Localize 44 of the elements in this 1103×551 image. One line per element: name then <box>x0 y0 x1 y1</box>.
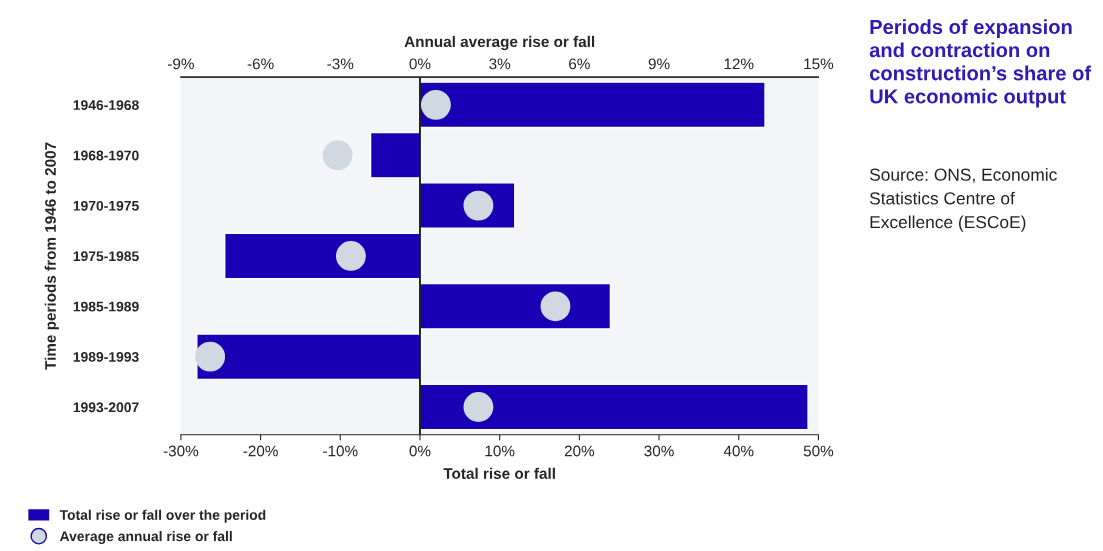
x2-tick-label: -3% <box>327 58 354 70</box>
x-tick-label: 50% <box>803 445 834 457</box>
x2-tick-label: 6% <box>569 58 590 70</box>
x-tick-label: 20% <box>564 445 595 457</box>
point <box>335 241 366 271</box>
point <box>322 140 353 171</box>
y-tick-label: 1993-2007 <box>73 402 139 413</box>
bar <box>419 81 766 129</box>
bar <box>369 131 421 179</box>
x2-tick-label: -6% <box>247 58 274 70</box>
bar <box>196 333 421 381</box>
x-axis-title: Total rise or fall <box>443 467 555 479</box>
x-tick-label: 30% <box>644 445 674 457</box>
x-tick-label: 0% <box>409 445 431 457</box>
x-tick-label: 10% <box>485 445 515 457</box>
y-tick-label: 1989-1993 <box>73 352 139 362</box>
x-tick-label: -20% <box>243 445 278 457</box>
x2-axis-title: Annual average rise or fall <box>404 35 595 51</box>
x2-tick-label: 12% <box>724 58 754 70</box>
y-tick-label: 1968-1970 <box>73 150 139 161</box>
point <box>540 291 571 322</box>
legend-label: Total rise or fall over the period <box>59 509 266 523</box>
bar <box>224 232 421 280</box>
x-tick-label: 40% <box>723 445 754 457</box>
legend-label: Average annual rise or fall <box>59 531 232 545</box>
bar <box>419 282 612 330</box>
x2-tick-label: -9% <box>167 58 194 70</box>
y-tick-label: 1975-1985 <box>73 251 139 262</box>
x2-tick-label: 15% <box>804 58 834 70</box>
x-tick-label: -30% <box>163 445 199 457</box>
source-note: Source: ONS, Economic Statistics Centre of Excellence (ESCoE) <box>869 168 1057 232</box>
bar <box>419 383 809 431</box>
x2-tick-label: 9% <box>648 58 670 70</box>
y-tick-label: 1946-1968 <box>73 100 139 111</box>
point <box>420 89 451 120</box>
point <box>195 341 226 372</box>
x2-tick-label: 0% <box>409 58 431 70</box>
point <box>463 392 494 422</box>
x2-tick-label: 3% <box>489 58 511 70</box>
x-tick-label: -10% <box>323 445 358 457</box>
y-tick-label: 1970-1975 <box>73 200 139 211</box>
y-tick-label: 1985-1989 <box>73 301 139 312</box>
text: Periods of expansion and contraction on construction’s share of UK economic output <box>869 19 1092 108</box>
y-axis-title: Time periods from 1946 to 2007 <box>44 142 59 370</box>
